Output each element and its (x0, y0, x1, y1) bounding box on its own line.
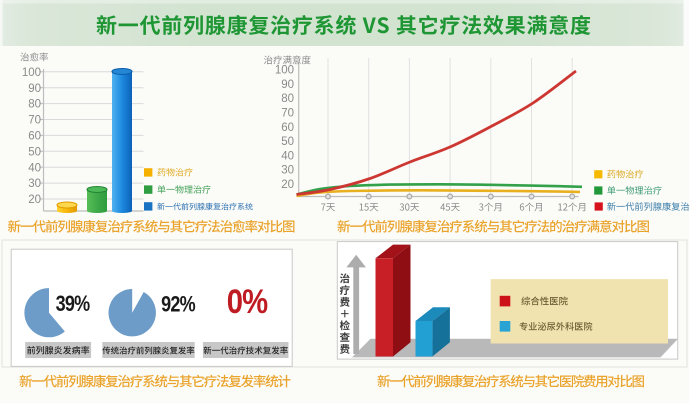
svg-text:70: 70 (28, 115, 41, 127)
svg-text:39%: 39% (56, 292, 91, 316)
svg-text:60: 60 (281, 122, 294, 134)
svg-text:20: 20 (28, 194, 41, 206)
svg-text:20: 20 (281, 179, 294, 191)
svg-text:40: 40 (28, 162, 41, 174)
svg-text:50: 50 (28, 146, 41, 158)
svg-text:60: 60 (28, 131, 41, 143)
svg-text:0%: 0% (227, 282, 268, 321)
svg-text:90: 90 (281, 79, 294, 91)
svg-text:90: 90 (28, 83, 41, 95)
svg-text:92%: 92% (161, 293, 196, 317)
svg-text:100: 100 (275, 65, 294, 77)
svg-text:70: 70 (281, 108, 294, 120)
svg-text:40: 40 (281, 150, 294, 162)
svg-text:80: 80 (281, 93, 294, 105)
svg-text:80: 80 (28, 99, 41, 111)
svg-text:30: 30 (281, 165, 294, 177)
svg-text:30: 30 (28, 178, 41, 190)
svg-text:50: 50 (281, 136, 294, 148)
svg-text:100: 100 (22, 67, 41, 79)
